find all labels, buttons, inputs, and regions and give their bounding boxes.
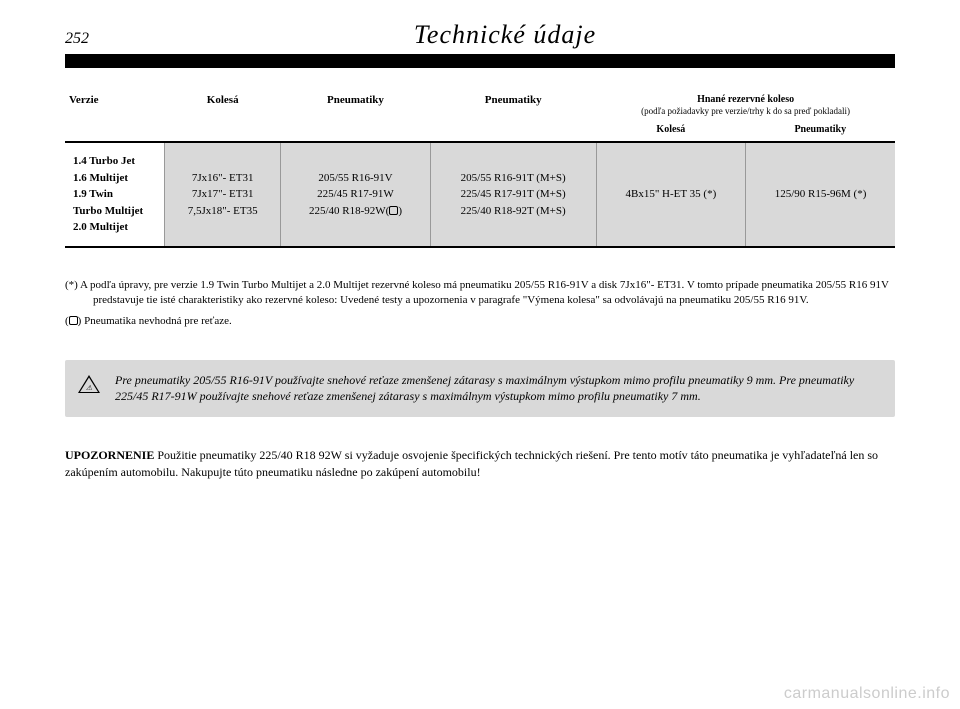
th-spare-title: Hnané rezervné koleso bbox=[697, 94, 794, 105]
table-row: 1.4 Turbo Jet 1.6 Multijet 1.9 Twin Turb… bbox=[65, 142, 895, 247]
footnote-star: (*) A podľa úpravy, pre verzie 1.9 Twin … bbox=[65, 278, 895, 309]
cell-tyres1: 205/55 R16-91V 225/45 R17-91W 225/40 R18… bbox=[281, 142, 430, 247]
th-pneu2: Pneumatiky bbox=[430, 88, 596, 142]
page-header: 252 Technické údaje bbox=[65, 20, 895, 68]
page-number: 252 bbox=[65, 30, 115, 48]
th-pneu1: Pneumatiky bbox=[281, 88, 430, 142]
th-spare: Hnané rezervné koleso (podľa požiadavky … bbox=[596, 88, 895, 124]
footnote-square: () Pneumatika nevhodná pre reťaze. bbox=[65, 314, 895, 329]
cell-spare-tyre: 125/90 R15-96M (*) bbox=[746, 142, 895, 247]
warning-box: ⚠ Pre pneumatiky 205/55 R16-91V používaj… bbox=[65, 360, 895, 418]
th-verzie: Verzie bbox=[65, 88, 165, 142]
th-sub-kolesa: Kolesá bbox=[596, 124, 745, 142]
notice: UPOZORNENIE Použitie pneumatiky 225/40 R… bbox=[65, 447, 895, 481]
cell-wheels: 7Jx16"- ET31 7Jx17"- ET31 7,5Jx18"- ET35 bbox=[165, 142, 281, 247]
tyre-table: Verzie Kolesá Pneumatiky Pneumatiky Hnan… bbox=[65, 88, 895, 248]
th-sub-pneu: Pneumatiky bbox=[746, 124, 895, 142]
warning-triangle-icon: ⚠ bbox=[77, 374, 101, 394]
warning-text: Pre pneumatiky 205/55 R16-91V používajte… bbox=[115, 373, 854, 404]
cell-versions: 1.4 Turbo Jet 1.6 Multijet 1.9 Twin Turb… bbox=[65, 142, 165, 247]
th-kolesa: Kolesá bbox=[165, 88, 281, 142]
notice-text: Použitie pneumatiky 225/40 R18 92W si vy… bbox=[65, 448, 878, 479]
watermark: carmanualsonline.info bbox=[784, 685, 950, 703]
cell-spare-wheel: 4Bx15" H-ET 35 (*) bbox=[596, 142, 745, 247]
footnotes: (*) A podľa úpravy, pre verzie 1.9 Twin … bbox=[65, 278, 895, 330]
cell-tyres2: 205/55 R16-91T (M+S) 225/45 R17-91T (M+S… bbox=[430, 142, 596, 247]
page-title: Technické údaje bbox=[115, 20, 895, 50]
square-icon bbox=[69, 316, 78, 325]
square-icon bbox=[389, 206, 398, 215]
svg-text:⚠: ⚠ bbox=[86, 384, 92, 392]
th-spare-note: (podľa požiadavky pre verzie/trhy k do s… bbox=[641, 106, 850, 116]
notice-label: UPOZORNENIE bbox=[65, 448, 154, 462]
